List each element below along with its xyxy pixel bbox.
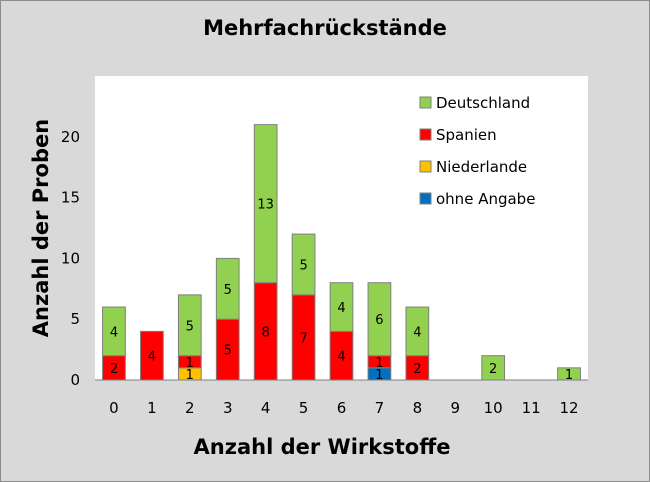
x-tick-label-6: 6 (337, 399, 347, 417)
bar-segment-7-s3 (367, 282, 392, 357)
x-tick-label-9: 9 (450, 399, 460, 417)
x-tick-label-3: 3 (223, 399, 233, 417)
y-tick-label-10: 10 (61, 249, 80, 267)
y-ticks-group: 0 5 10 15 20 (61, 128, 80, 389)
data-label-0-s2: 2 (110, 362, 118, 377)
data-label-1-s2: 4 (148, 350, 156, 365)
bar-segment-2-s3 (177, 294, 202, 357)
x-axis-title: Anzahl der Wirkstoffe (194, 435, 451, 459)
data-label-7-s2: 1 (375, 356, 383, 371)
x-tick-label-11: 11 (522, 399, 541, 417)
data-label-0-s3: 4 (110, 325, 118, 340)
legend-label-1: Spanien (436, 126, 497, 144)
legend-label-0: Deutschland (436, 94, 530, 112)
legend: Deutschland Spanien Niederlande ohne Angabe (419, 94, 535, 208)
legend-swatch-0 (419, 96, 432, 109)
x-tick-label-10: 10 (484, 399, 503, 417)
y-axis-title: Anzahl der Proben (29, 119, 53, 337)
x-tick-label-7: 7 (375, 399, 385, 417)
x-tick-label-4: 4 (261, 399, 271, 417)
data-label-10-s3: 2 (489, 362, 497, 377)
data-label-5-s2: 7 (299, 331, 307, 346)
y-tick-label-0: 0 (70, 371, 80, 389)
data-label-5-s3: 5 (299, 258, 307, 273)
data-label-4-s2: 8 (262, 325, 270, 340)
legend-label-2: Niederlande (436, 158, 527, 176)
data-label-3-s3: 5 (224, 283, 232, 298)
bar-segment-8-s3 (405, 306, 430, 357)
data-label-2-s3: 5 (186, 319, 194, 334)
x-ticks-group: 0 1 2 3 4 5 6 7 8 9 10 11 12 (109, 399, 578, 417)
data-label-4-s3: 13 (257, 198, 274, 213)
data-label-7-s0: 1 (375, 368, 383, 383)
y-tick-label-15: 15 (61, 189, 80, 207)
x-tick-label-1: 1 (147, 399, 157, 417)
bar-segment-4-s3 (253, 124, 278, 284)
data-label-6-s2: 4 (337, 350, 345, 365)
x-tick-label-2: 2 (185, 399, 195, 417)
data-label-8-s2: 2 (413, 362, 421, 377)
data-label-2-s2: 1 (186, 356, 194, 371)
legend-label-3: ohne Angabe (436, 190, 535, 208)
x-tick-label-0: 0 (109, 399, 119, 417)
bar-segment-6-s3 (329, 282, 354, 332)
data-label-6-s3: 4 (337, 301, 345, 316)
data-label-8-s3: 4 (413, 325, 421, 340)
bar-segment-0-s3 (102, 306, 126, 357)
bar-segment-5-s3 (291, 233, 316, 296)
x-tick-label-8: 8 (413, 399, 423, 417)
x-tick-label-5: 5 (299, 399, 309, 417)
x-tick-label-12: 12 (559, 399, 578, 417)
chart-title: Mehrfachrückstände (203, 16, 447, 40)
data-label-12-s3: 1 (565, 368, 573, 383)
legend-swatch-2 (419, 160, 432, 173)
y-tick-label-5: 5 (70, 310, 80, 328)
legend-swatch-1 (419, 128, 432, 141)
y-tick-label-20: 20 (61, 128, 80, 146)
data-label-7-s3: 6 (375, 313, 383, 328)
data-label-3-s2: 5 (224, 344, 232, 359)
data-label-2-s1: 1 (186, 368, 194, 383)
legend-swatch-3 (419, 192, 432, 205)
bar-segment-3-s3 (215, 257, 240, 320)
